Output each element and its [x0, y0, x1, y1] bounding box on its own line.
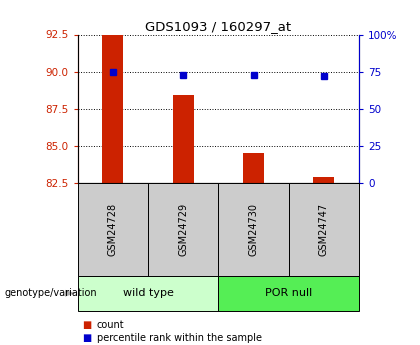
Text: GSM24728: GSM24728 — [108, 203, 118, 256]
Text: GSM24747: GSM24747 — [319, 203, 329, 256]
Title: GDS1093 / 160297_at: GDS1093 / 160297_at — [145, 20, 291, 33]
Bar — [173, 95, 194, 183]
Text: ■: ■ — [82, 333, 91, 343]
Text: GSM24730: GSM24730 — [249, 203, 259, 256]
Text: count: count — [97, 321, 124, 330]
Text: percentile rank within the sample: percentile rank within the sample — [97, 333, 262, 343]
Text: wild type: wild type — [123, 288, 173, 298]
Text: genotype/variation: genotype/variation — [4, 288, 97, 298]
Text: GSM24729: GSM24729 — [178, 203, 188, 256]
Bar — [102, 33, 123, 183]
Bar — [313, 177, 334, 183]
Bar — [243, 153, 264, 183]
Text: ■: ■ — [82, 321, 91, 330]
Text: POR null: POR null — [265, 288, 312, 298]
